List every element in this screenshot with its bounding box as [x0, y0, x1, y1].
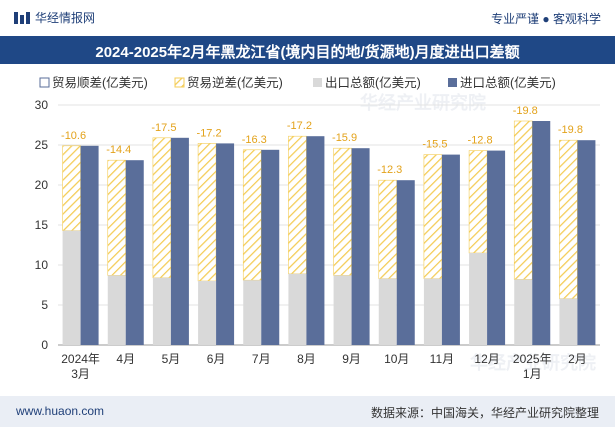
x-tick-label: 10月: [384, 352, 409, 366]
import-bar: [261, 149, 280, 345]
y-tick-label: 10: [35, 258, 49, 272]
import-bar: [532, 121, 551, 345]
deficit-value-label: -19.8: [558, 124, 583, 136]
deficit-value-label: -10.6: [61, 130, 86, 142]
export-bar: [198, 281, 217, 345]
import-bar: [396, 180, 415, 345]
import-bar: [80, 145, 99, 345]
logo-icon: [14, 11, 30, 25]
export-bar: [333, 275, 352, 345]
import-bar: [351, 148, 370, 345]
deficit-value-label: -12.8: [468, 135, 493, 147]
deficit-bar: [423, 154, 443, 279]
legend-label[interactable]: 贸易顺差(亿美元): [52, 75, 148, 90]
chart: 贸易顺差(亿美元) 贸易逆差(亿美元) 出口总额(亿美元) 进口总额(亿美元) 华经产…: [35, 75, 600, 381]
import-bar: [577, 140, 596, 345]
legend-swatch: [448, 78, 457, 87]
y-tick-label: 30: [35, 98, 49, 112]
export-bar: [107, 275, 126, 345]
x-tick-label: 8月: [297, 352, 316, 366]
deficit-value-label: -12.3: [377, 164, 402, 176]
y-tick-label: 0: [41, 338, 48, 352]
deficit-value-label: -15.5: [422, 139, 447, 151]
brand-name: 华经情报网: [35, 11, 96, 25]
x-tick-label: 7月: [252, 352, 271, 366]
top-bar: 华经情报网 专业严谨 ● 客观科学: [0, 0, 615, 36]
x-tick-label: 12月: [474, 352, 499, 366]
x-tick-label: 1月: [523, 367, 542, 381]
y-tick-label: 5: [41, 298, 48, 312]
deficit-bar: [62, 145, 81, 231]
import-bar: [170, 137, 189, 345]
deficit-value-label: -17.2: [197, 127, 222, 139]
x-tick-label: 4月: [116, 352, 135, 366]
title-bar: 2024-2025年2月年黑龙江省(境内目的地/货源地)月度进出口差额: [0, 36, 615, 64]
y-tick-label: 15: [35, 218, 49, 232]
export-bar: [423, 278, 442, 345]
deficit-bar: [152, 137, 172, 279]
import-bar: [216, 143, 235, 345]
x-tick-label: 5月: [162, 352, 181, 366]
import-bar: [125, 160, 144, 345]
x-tick-label: 6月: [207, 352, 226, 366]
x-tick-label: 2月: [568, 352, 587, 366]
deficit-value-label: -19.8: [513, 105, 538, 117]
deficit-bar: [468, 150, 488, 254]
deficit-bar: [559, 139, 578, 299]
y-tick-label: 20: [35, 178, 49, 192]
deficit-value-label: -17.5: [151, 122, 176, 134]
deficit-bar: [107, 159, 127, 276]
export-bar: [243, 280, 262, 345]
watermark-text: 华经产业研究院: [470, 352, 596, 373]
x-tick-label: 3月: [71, 367, 90, 381]
deficit-value-label: -15.9: [332, 132, 357, 144]
x-tick-label: 9月: [342, 352, 361, 366]
deficit-bar: [197, 143, 217, 282]
grid: [58, 104, 600, 346]
export-bar: [152, 277, 171, 345]
y-tick-label: 25: [35, 138, 49, 152]
chart-title: 2024-2025年2月年黑龙江省(境内目的地/货源地)月度进出口差额: [95, 44, 520, 61]
deficit-bar: [333, 147, 352, 276]
website-link[interactable]: www.huaon.com: [16, 404, 105, 418]
import-bar: [306, 136, 325, 345]
deficit-value-label: -16.3: [242, 134, 267, 146]
data-source: 数据来源：中国海关，华经产业研究院整理: [370, 406, 599, 420]
legend-label[interactable]: 进口总额(亿美元): [460, 75, 556, 90]
watermark-text: 华经产业研究院: [360, 92, 486, 113]
export-bar: [62, 230, 81, 345]
tagline: 专业严谨 ● 客观科学: [491, 12, 601, 26]
deficit-bar: [242, 149, 262, 281]
export-bar: [514, 279, 533, 345]
x-tick-label: 2024年: [61, 352, 100, 366]
import-bar: [487, 150, 506, 345]
export-bar: [288, 273, 307, 345]
deficit-bar: [378, 179, 398, 279]
y-axis: 0 5 10 15 20 25 30: [35, 98, 49, 352]
x-tick-label: 11月: [430, 352, 454, 366]
legend-label[interactable]: 贸易逆差(亿美元): [187, 75, 283, 90]
footer: www.huaon.com 数据来源：中国海关，华经产业研究院整理: [0, 396, 615, 427]
legend-swatch: [39, 77, 50, 88]
legend-swatch: [174, 77, 185, 88]
deficit-bar: [288, 135, 307, 275]
export-bar: [469, 253, 488, 345]
deficit-value-label: -17.2: [287, 120, 312, 132]
bars: -10.6 -14.4 -17.5 -17.2 -16.3 -17.2 -15.9 -12.3…: [61, 105, 596, 345]
legend-label[interactable]: 出口总额(亿美元): [325, 75, 421, 90]
import-bar: [441, 154, 460, 345]
deficit-bar: [513, 120, 533, 280]
deficit-value-label: -14.4: [106, 144, 131, 156]
x-tick-label: 2025年: [513, 352, 552, 366]
brand[interactable]: 华经情报网: [14, 9, 95, 26]
legend-swatch: [313, 78, 322, 87]
export-bar: [559, 298, 578, 345]
export-bar: [378, 278, 397, 345]
legend: 贸易顺差(亿美元) 贸易逆差(亿美元) 出口总额(亿美元) 进口总额(亿美元): [39, 75, 556, 90]
